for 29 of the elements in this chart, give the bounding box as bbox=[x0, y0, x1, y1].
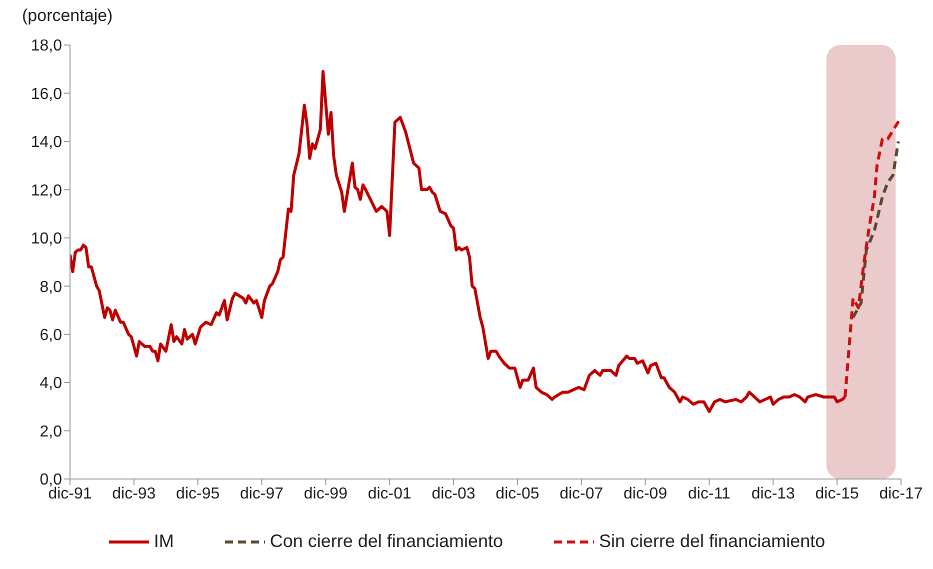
legend-label: IM bbox=[154, 531, 174, 552]
x-tick-label: dic-17 bbox=[879, 485, 923, 502]
y-tick-label: 16,0 bbox=[30, 86, 62, 103]
x-tick-label: dic-09 bbox=[624, 485, 668, 502]
x-tick-label: dic-07 bbox=[560, 485, 604, 502]
x-tick-label: dic-13 bbox=[751, 485, 796, 502]
y-tick-label: 18,0 bbox=[30, 38, 62, 55]
x-tick-label: dic-01 bbox=[368, 485, 412, 502]
x-tick-label: dic-91 bbox=[48, 485, 92, 502]
line-series bbox=[852, 140, 900, 319]
x-tick-label: dic-05 bbox=[496, 485, 540, 502]
y-axis-title: (porcentaje) bbox=[22, 6, 113, 26]
y-tick-label: 10,0 bbox=[30, 230, 62, 248]
line-series bbox=[70, 70, 847, 413]
legend-label: Con cierre del financiamiento bbox=[270, 531, 503, 552]
y-tick-label: 6,0 bbox=[40, 327, 62, 344]
y-tick-label: 14,0 bbox=[30, 134, 62, 152]
x-tick-label: dic-99 bbox=[304, 485, 348, 502]
x-tick-label: dic-93 bbox=[112, 485, 156, 502]
y-tick-label: 12,0 bbox=[30, 182, 62, 200]
x-tick-label: dic-03 bbox=[432, 485, 476, 502]
y-tick-label: 4,0 bbox=[40, 375, 62, 392]
y-tick-label: 8,0 bbox=[40, 278, 62, 296]
x-tick-label: dic-97 bbox=[240, 485, 284, 502]
x-tick-label: dic-15 bbox=[815, 485, 859, 502]
x-tick-label: dic-11 bbox=[688, 485, 731, 502]
y-tick-label: 2,0 bbox=[40, 423, 62, 440]
x-tick-label: dic-95 bbox=[176, 485, 220, 502]
legend-label: Sin cierre del financiamiento bbox=[599, 531, 826, 552]
